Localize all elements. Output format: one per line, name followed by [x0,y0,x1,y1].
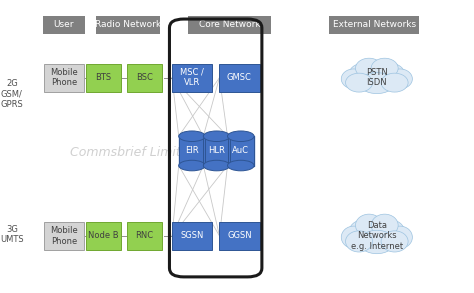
Text: SGSN: SGSN [180,231,204,240]
Ellipse shape [375,63,405,88]
FancyBboxPatch shape [172,222,212,250]
Text: EIR: EIR [185,146,199,155]
Text: Node B: Node B [88,231,118,240]
Ellipse shape [359,73,394,93]
Ellipse shape [179,160,205,171]
Ellipse shape [387,226,412,248]
Text: GGSN: GGSN [227,231,252,240]
FancyBboxPatch shape [329,16,419,34]
Text: 2G
GSM/
GPRS: 2G GSM/ GPRS [0,79,23,109]
Ellipse shape [381,231,408,252]
FancyBboxPatch shape [85,222,121,250]
Ellipse shape [357,62,396,91]
Ellipse shape [228,160,254,171]
Ellipse shape [381,73,408,92]
Ellipse shape [228,131,254,142]
Text: MSC /
VLR: MSC / VLR [180,68,204,87]
Text: Data
Networks
e.g. Internet: Data Networks e.g. Internet [351,221,403,251]
Text: RNC: RNC [136,231,154,240]
FancyBboxPatch shape [44,222,84,250]
Ellipse shape [356,214,383,236]
FancyBboxPatch shape [127,64,162,91]
Text: User: User [54,21,74,29]
Ellipse shape [179,131,205,142]
Ellipse shape [346,73,373,92]
Ellipse shape [387,69,412,89]
FancyBboxPatch shape [127,222,162,250]
Text: PSTN
ISDN: PSTN ISDN [366,68,388,87]
FancyBboxPatch shape [219,64,259,91]
Ellipse shape [359,230,394,254]
Text: External Networks: External Networks [333,21,416,29]
Text: Mobile
Phone: Mobile Phone [50,68,78,87]
Text: 3G
UMTS: 3G UMTS [0,225,24,244]
FancyBboxPatch shape [188,16,271,34]
FancyBboxPatch shape [172,64,212,91]
FancyBboxPatch shape [85,64,121,91]
Ellipse shape [203,160,230,171]
Ellipse shape [341,226,366,248]
Ellipse shape [357,218,396,251]
Text: BTS: BTS [95,73,111,82]
Text: GMSC: GMSC [227,73,252,82]
FancyBboxPatch shape [43,16,85,34]
Ellipse shape [348,220,378,248]
FancyBboxPatch shape [219,222,259,250]
Text: AuC: AuC [232,146,249,155]
Text: BSC: BSC [136,73,153,82]
Ellipse shape [356,58,383,78]
Text: Commsbrief Limited: Commsbrief Limited [70,146,196,159]
FancyBboxPatch shape [96,16,160,34]
Ellipse shape [371,214,398,236]
Ellipse shape [346,231,373,252]
Text: Core Network: Core Network [199,21,261,29]
Ellipse shape [348,63,378,88]
Ellipse shape [371,58,398,78]
Text: Mobile
Phone: Mobile Phone [50,226,78,246]
Ellipse shape [203,131,230,142]
Ellipse shape [375,220,405,248]
Text: HLR: HLR [208,146,225,155]
Text: Radio Network: Radio Network [95,21,161,29]
Ellipse shape [341,69,366,89]
FancyBboxPatch shape [44,64,84,91]
